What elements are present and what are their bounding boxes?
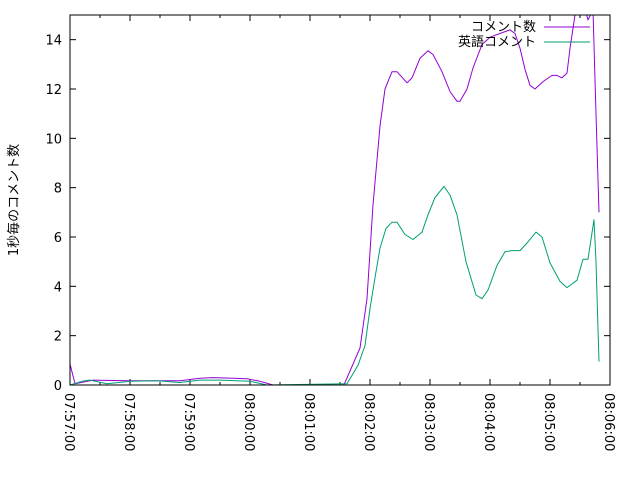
x-tick-label: 08:02:00 xyxy=(361,393,376,451)
legend: コメント数 英語コメント xyxy=(458,20,590,50)
y-tick-label: 6 xyxy=(54,231,62,246)
y-tick-label: 12 xyxy=(45,83,62,98)
x-tick-label: 08:05:00 xyxy=(541,393,556,451)
y-tick-label: 4 xyxy=(54,280,62,295)
y-tick-label: 14 xyxy=(45,34,62,49)
y-tick-label: 10 xyxy=(45,132,62,147)
plot-border xyxy=(69,14,611,386)
y-tick-label: 2 xyxy=(54,330,62,345)
y-tick-label: 0 xyxy=(54,379,62,394)
y-tick-labels: 0 2 4 6 8 10 12 14 xyxy=(45,34,62,394)
x-tick-labels: 07:57:00 07:58:00 07:59:00 08:00:00 08:01:00… xyxy=(61,393,616,451)
x-tick-label: 08:00:00 xyxy=(241,393,256,451)
x-tick-label: 08:03:00 xyxy=(421,393,436,451)
x-tick-label: 08:01:00 xyxy=(301,393,316,451)
legend-label-comments: コメント数 xyxy=(471,20,536,35)
y-axis-label: 1秒毎のコメント数 xyxy=(6,144,22,256)
x-tick-label: 08:04:00 xyxy=(481,393,496,451)
series-lines xyxy=(70,15,600,385)
legend-label-english-comments: 英語コメント xyxy=(458,34,536,50)
series-line-0 xyxy=(70,15,600,385)
axis-ticks xyxy=(69,15,611,386)
x-tick-label: 07:59:00 xyxy=(181,393,196,451)
x-tick-label: 08:06:00 xyxy=(601,393,616,451)
x-tick-label: 07:58:00 xyxy=(121,393,136,451)
series-line-1 xyxy=(70,185,600,385)
x-tick-label: 07:57:00 xyxy=(61,393,76,451)
y-tick-label: 8 xyxy=(54,182,62,197)
